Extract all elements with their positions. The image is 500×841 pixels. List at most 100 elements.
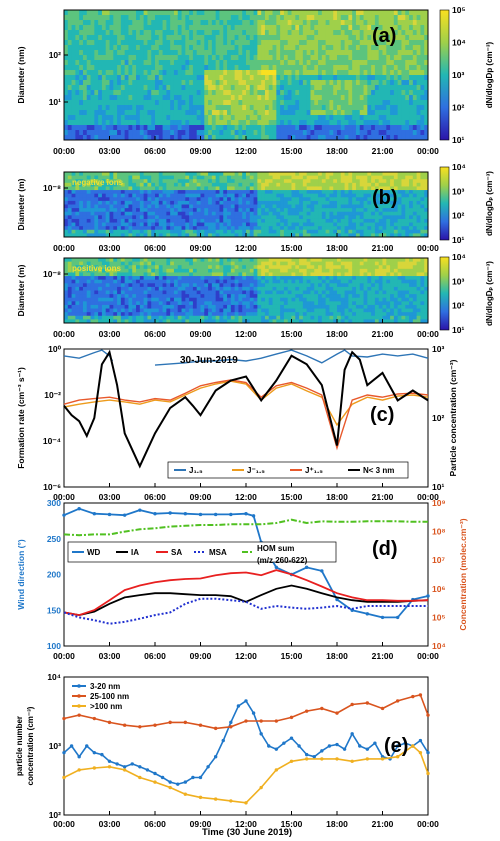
heatmap-cell: [238, 75, 243, 81]
heatmap-cell: [170, 10, 175, 16]
heatmap-cell: [75, 125, 80, 131]
heatmap-cell: [378, 75, 383, 81]
heatmap-cell: [170, 25, 175, 31]
heatmap-cell: [234, 95, 239, 101]
heatmap-cell: [124, 120, 129, 126]
heatmap-cell: [409, 40, 414, 46]
heatmap-cell: [246, 65, 251, 71]
heatmap-cell: [120, 75, 126, 81]
heatmap-cell: [318, 115, 323, 121]
heatmap-cell: [208, 294, 213, 299]
heatmap-cell: [227, 95, 232, 101]
heatmap-cell: [124, 135, 129, 141]
heatmap-cell: [409, 110, 414, 116]
heatmap-cell: [352, 100, 357, 106]
heatmap-cell: [98, 208, 103, 213]
heatmap-cell: [230, 233, 236, 238]
heatmap-cell: [64, 110, 69, 116]
heatmap-cell: [79, 95, 84, 101]
heatmap-cell: [249, 80, 254, 86]
heatmap-cell: [325, 15, 330, 21]
heatmap-cell: [359, 218, 364, 223]
heatmap-cell: [151, 297, 156, 302]
heatmap-cell: [280, 85, 285, 91]
heatmap-cell: [181, 15, 186, 21]
heatmap-cell: [196, 197, 201, 202]
heatmap-cell: [249, 90, 254, 96]
heatmap-cell: [416, 193, 421, 198]
heatmap-cell: [227, 193, 232, 198]
heatmap-cell: [98, 197, 103, 202]
heatmap-cell: [378, 15, 383, 21]
heatmap-cell: [204, 208, 209, 213]
heatmap-cell: [204, 25, 209, 31]
heatmap-cell: [132, 35, 137, 41]
heatmap-cell: [128, 301, 133, 306]
heatmap-cell: [283, 135, 289, 141]
heatmap-cell: [211, 182, 217, 187]
heatmap-cell: [412, 130, 418, 136]
heatmap-cell: [219, 200, 224, 205]
heatmap-cell: [189, 283, 194, 288]
heatmap-cell: [397, 85, 402, 91]
heatmap-cell: [234, 233, 239, 238]
heatmap-cell: [86, 130, 91, 136]
heatmap-cell: [173, 229, 179, 234]
heatmap-cell: [264, 100, 270, 106]
heatmap-cell: [64, 85, 69, 91]
heatmap-cell: [242, 135, 247, 141]
heatmap-cell: [306, 130, 311, 136]
heatmap-cell: [405, 50, 410, 56]
heatmap-cell: [124, 125, 129, 131]
heatmap-cell: [371, 175, 376, 180]
heatmap-cell: [128, 294, 133, 299]
heatmap-cell: [234, 218, 239, 223]
heatmap-cell: [211, 100, 217, 106]
heatmap-cell: [136, 175, 141, 180]
heatmap-cell: [355, 193, 361, 198]
heatmap-cell: [234, 10, 239, 16]
heatmap-cell: [242, 100, 247, 106]
heatmap-cell: [352, 30, 357, 36]
heatmap-cell: [79, 80, 84, 86]
heatmap-cell: [200, 315, 205, 320]
heatmap-cell: [359, 25, 364, 31]
heatmap-cell: [170, 304, 175, 309]
heatmap-cell: [177, 20, 182, 26]
heatmap-cell: [128, 115, 133, 121]
heatmap-cell: [318, 60, 323, 66]
heatmap-cell: [272, 70, 277, 76]
heatmap-cell: [98, 125, 103, 131]
heatmap-cell: [94, 258, 99, 263]
heatmap-cell: [79, 297, 84, 302]
heatmap-cell: [158, 279, 163, 284]
heatmap-cell: [238, 190, 243, 195]
heatmap-cell: [374, 222, 380, 227]
heatmap-cell: [181, 218, 186, 223]
heatmap-cell: [276, 233, 281, 238]
heatmap-cell: [329, 30, 334, 36]
heatmap-cell: [337, 15, 342, 21]
heatmap-cell: [98, 90, 103, 96]
heatmap-cell: [409, 190, 414, 195]
heatmap-cell: [280, 105, 285, 111]
heatmap-cell: [120, 120, 126, 126]
heatmap-cell: [310, 65, 315, 71]
heatmap-cell: [382, 55, 387, 61]
heatmap-cell: [181, 95, 186, 101]
heatmap-cell: [75, 312, 80, 317]
heatmap-cell: [79, 315, 84, 320]
heatmap-cell: [90, 211, 95, 216]
heatmap-cell: [94, 190, 99, 195]
heatmap-cell: [272, 40, 277, 46]
heatmap-cell: [287, 222, 292, 227]
heatmap-cell: [105, 308, 110, 313]
heatmap-cell: [390, 110, 395, 116]
heatmap-cell: [329, 110, 334, 116]
heatmap-cell: [276, 55, 281, 61]
heatmap-cell: [295, 20, 300, 26]
heatmap-cell: [86, 215, 91, 220]
heatmap-cell: [291, 211, 296, 216]
heatmap-cell: [147, 283, 152, 288]
heatmap-cell: [177, 265, 182, 270]
